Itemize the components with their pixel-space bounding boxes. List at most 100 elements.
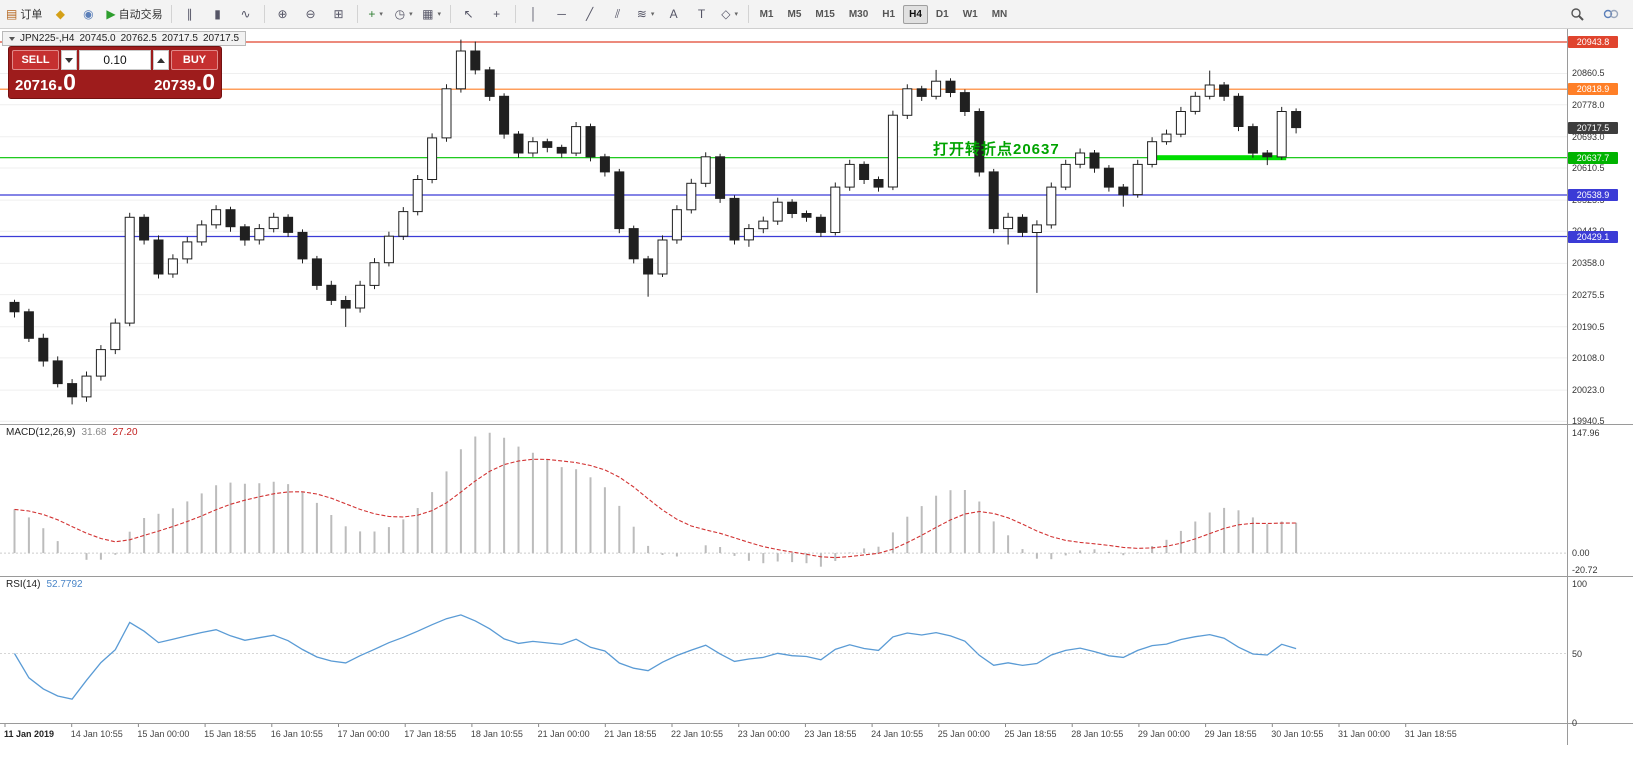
- price-badge-resistance-level[interactable]: 20818.9: [1568, 83, 1618, 96]
- time-label: 23 Jan 00:00: [737, 729, 790, 739]
- candle: [1233, 95, 1244, 128]
- time-axis[interactable]: 11 Jan 2019 14 Jan 10:55 15 Jan 00:00 15 Ja…: [0, 723, 1567, 749]
- toolbar-separator: [747, 5, 749, 23]
- new-order-button[interactable]: ▤ 订单: [3, 3, 45, 25]
- price-tick: 20275.5: [1572, 289, 1605, 300]
- community-button[interactable]: [1598, 3, 1624, 25]
- candlestick-chart-button[interactable]: ▮: [205, 3, 231, 25]
- channel-button[interactable]: ⫽: [605, 3, 631, 25]
- panel-separator[interactable]: [0, 576, 1633, 577]
- price-tick: 20023.0: [1572, 385, 1605, 396]
- tile-windows-button[interactable]: ⊞: [326, 3, 352, 25]
- candle: [686, 182, 697, 211]
- period-button[interactable]: ◷ ▾: [391, 3, 417, 25]
- rsi-line: [13, 614, 1297, 700]
- autotrading-button-label: 自动交易: [118, 9, 163, 21]
- price-badge-support-level[interactable]: 20429.1: [1568, 230, 1618, 243]
- chart-area[interactable]: [0, 29, 1567, 723]
- rsi-value: 52.7792: [46, 579, 83, 590]
- candle: [527, 141, 538, 154]
- timeframe-m15[interactable]: M15: [815, 8, 835, 20]
- indicators-button[interactable]: + ▾: [363, 3, 389, 25]
- candle: [412, 179, 423, 213]
- cursor-button[interactable]: ↖: [456, 3, 482, 25]
- candle: [153, 239, 164, 275]
- timeframe-m1[interactable]: M1: [759, 8, 774, 20]
- timeframe-d1[interactable]: D1: [935, 8, 949, 20]
- toolbar: ▤ 订单 ◆ ◉ ▶ 自动交易 ∥ ▮ ∿ ⊕ ⊖ ⊞ + ▾ ◷ ▾ ▦ ▾ ↖ + │ ─ ╱ ⫽ ≋ ▾ A T ◇ ▾ M1 M5 M1…: [0, 0, 1633, 29]
- search-symbol-button[interactable]: [1564, 3, 1590, 25]
- candle: [283, 216, 294, 233]
- candle: [95, 349, 106, 377]
- buy-button[interactable]: BUY: [171, 50, 218, 70]
- price-axis[interactable]: 20860.520778.020693.020610.520525.520443…: [1567, 0, 1633, 777]
- candle: [1003, 216, 1014, 230]
- chevron-down-icon: ▾: [409, 11, 413, 18]
- candle: [787, 201, 798, 214]
- zoom-out-button[interactable]: ⊖: [298, 3, 324, 25]
- sell-button[interactable]: SELL: [12, 50, 59, 70]
- autotrading-button[interactable]: ▶ 自动交易: [103, 3, 165, 25]
- candle: [196, 224, 207, 243]
- candle: [1031, 224, 1042, 233]
- volume-input[interactable]: 0.10: [79, 50, 151, 70]
- candle: [945, 80, 956, 93]
- price-badge-pivot-level[interactable]: 20637.7: [1568, 151, 1618, 164]
- time-label: 24 Jan 10:55: [871, 729, 924, 739]
- macd-signal-line: [14, 458, 1297, 559]
- panel-separator[interactable]: [0, 424, 1633, 425]
- candle: [585, 126, 596, 158]
- charts-button[interactable]: ◆: [47, 3, 73, 25]
- time-label: 28 Jan 10:55: [1071, 729, 1124, 739]
- timeframe-h1[interactable]: H1: [882, 8, 896, 20]
- time-label: 25 Jan 18:55: [1004, 729, 1057, 739]
- candle: [167, 258, 178, 275]
- timeframe-mn[interactable]: MN: [991, 8, 1008, 20]
- candle: [556, 146, 567, 154]
- template-button[interactable]: ▦ ▾: [419, 3, 445, 25]
- trade-options-button[interactable]: [61, 50, 77, 70]
- text-icon: A: [669, 7, 678, 21]
- price-axis-border: [1567, 29, 1568, 745]
- timeframe-h4[interactable]: H4: [903, 4, 928, 24]
- text-button[interactable]: A: [661, 3, 687, 25]
- chevron-up-icon: [157, 57, 165, 63]
- price-tick: 20860.5: [1572, 68, 1605, 79]
- price-badge-current-price[interactable]: 20717.5: [1568, 121, 1618, 134]
- rsi-label: RSI(14) 52.7792: [6, 579, 83, 590]
- crosshair-button[interactable]: +: [484, 3, 510, 25]
- macd-label: MACD(12,26,9) 31.68 27.20: [6, 427, 138, 438]
- candle: [542, 141, 553, 148]
- price-badge-resistance-level[interactable]: 20943.8: [1568, 35, 1618, 48]
- profile-button[interactable]: ◉: [75, 3, 101, 25]
- order-icon: ▤: [6, 7, 18, 21]
- trendline-button[interactable]: ╱: [577, 3, 603, 25]
- horizontal-line-button[interactable]: ─: [549, 3, 575, 25]
- arrows-button[interactable]: ◇ ▾: [717, 3, 743, 25]
- rsi-axis-label: 0: [1572, 718, 1578, 728]
- price-badge-support-level[interactable]: 20538.9: [1568, 189, 1618, 202]
- timeframe-m5[interactable]: M5: [787, 8, 802, 20]
- candle: [1247, 126, 1258, 154]
- line-chart-button[interactable]: ∿: [233, 3, 259, 25]
- toolbar-separator: [449, 5, 451, 23]
- candle: [355, 284, 366, 309]
- vertical-line-button[interactable]: │: [521, 3, 547, 25]
- new-order-button-label: 订单: [20, 9, 43, 21]
- chart-tab[interactable]: JPN225-,H4 20745.0 20762.5 20717.5 20717…: [2, 31, 247, 46]
- rsi-name: RSI(14): [6, 579, 41, 590]
- crosshair-icon: +: [493, 7, 501, 21]
- label-button[interactable]: T: [689, 3, 715, 25]
- chevron-down-icon: [65, 57, 73, 63]
- cursor-icon: ↖: [463, 7, 474, 21]
- timeframe-m30[interactable]: M30: [848, 8, 869, 20]
- fibonacci-button[interactable]: ≋ ▾: [633, 3, 659, 25]
- volume-up-button[interactable]: [153, 50, 169, 70]
- timeframe-w1[interactable]: W1: [962, 8, 978, 20]
- candle: [1103, 167, 1114, 188]
- candle: [268, 216, 279, 230]
- bar-chart-button[interactable]: ∥: [177, 3, 203, 25]
- zoom-in-button[interactable]: ⊕: [270, 3, 296, 25]
- support-zone-segment[interactable]: [1147, 155, 1287, 161]
